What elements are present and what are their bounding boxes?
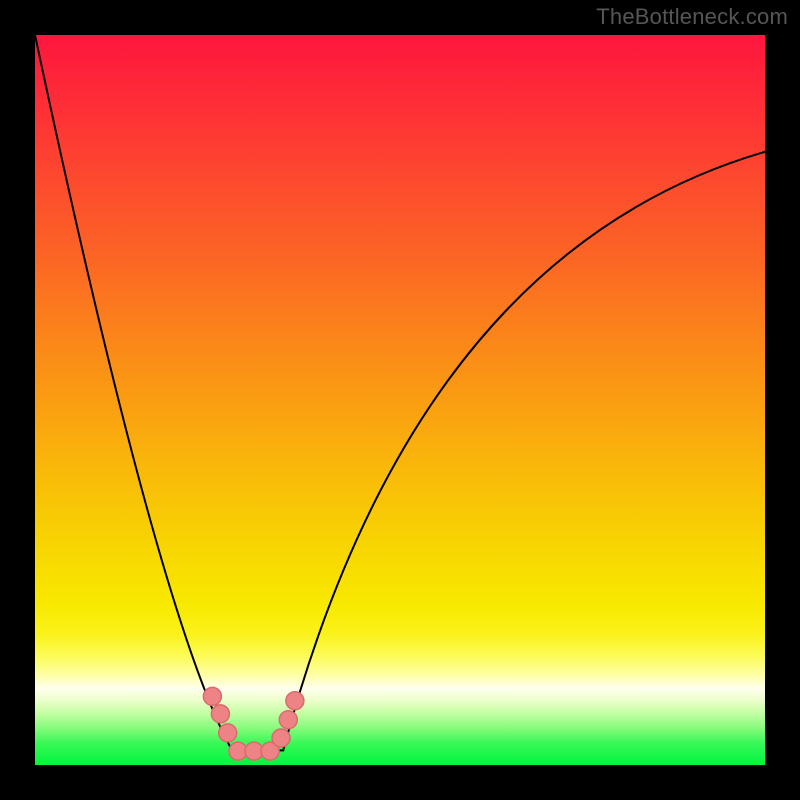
bottleneck-curve [35,35,765,750]
plot-area [35,35,765,765]
curve-marker [219,724,237,742]
curve-marker [286,692,304,710]
curve-marker [279,711,297,729]
curve-marker [245,742,263,760]
curve-marker [229,742,247,760]
chart-root: TheBottleneck.com [0,0,800,800]
curve-marker [211,705,229,723]
curve-marker [203,687,221,705]
curve-marker [272,729,290,747]
watermark-label: TheBottleneck.com [596,4,788,30]
curve-layer [35,35,765,765]
